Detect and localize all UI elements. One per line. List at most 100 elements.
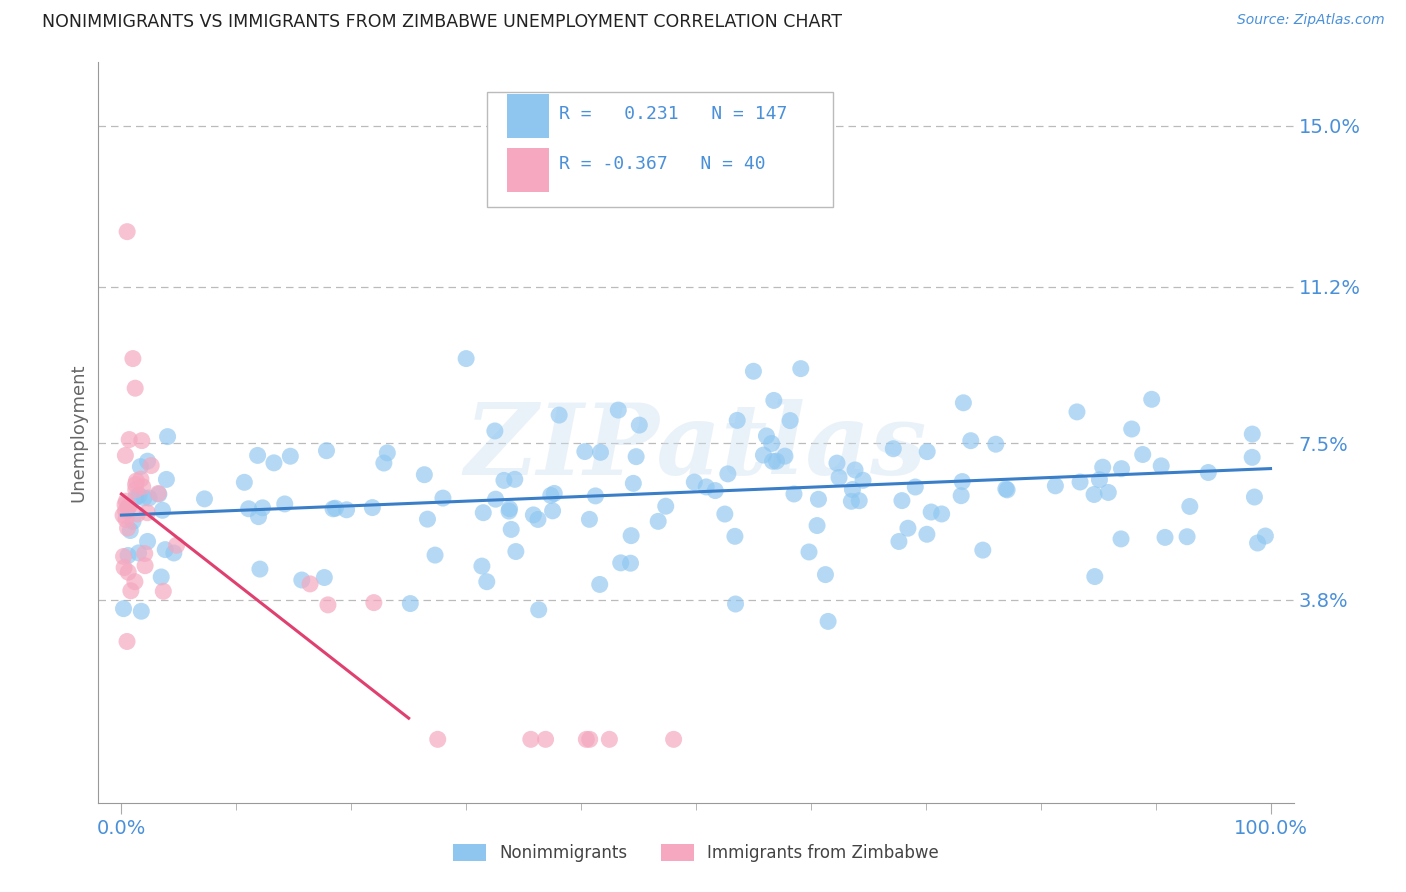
Point	[117, 549, 139, 563]
Point	[662, 732, 685, 747]
Point	[752, 448, 775, 462]
Point	[150, 570, 173, 584]
Point	[132, 480, 155, 494]
Point	[413, 467, 436, 482]
Point	[118, 433, 141, 447]
Point	[124, 381, 146, 395]
Point	[291, 573, 314, 587]
Point	[1083, 487, 1105, 501]
Point	[322, 501, 344, 516]
Point	[725, 413, 748, 427]
Point	[125, 474, 148, 488]
Point	[132, 491, 155, 505]
Point	[522, 508, 544, 522]
Point	[299, 577, 322, 591]
Point	[1109, 532, 1132, 546]
Point	[399, 597, 422, 611]
Point	[274, 497, 297, 511]
Point	[325, 501, 347, 516]
Point	[125, 491, 148, 505]
Point	[1097, 485, 1119, 500]
Point	[773, 449, 796, 463]
Point	[125, 483, 148, 497]
Point	[423, 548, 446, 562]
Point	[607, 403, 630, 417]
Point	[704, 483, 727, 498]
Point	[127, 507, 149, 521]
Point	[114, 449, 136, 463]
Point	[520, 732, 543, 747]
Point	[134, 547, 156, 561]
Point	[920, 505, 942, 519]
Point	[527, 603, 550, 617]
Point	[897, 521, 920, 535]
Point	[416, 512, 439, 526]
Text: R = -0.367   N = 40: R = -0.367 N = 40	[558, 155, 765, 173]
Point	[931, 507, 953, 521]
Point	[783, 487, 806, 501]
Point	[765, 454, 787, 468]
Point	[683, 475, 706, 489]
Point	[717, 467, 740, 481]
Point	[238, 501, 260, 516]
Point	[755, 429, 778, 443]
Point	[136, 454, 159, 468]
Point	[124, 477, 146, 491]
Point	[122, 515, 145, 529]
Point	[134, 558, 156, 573]
Point	[814, 567, 837, 582]
Point	[578, 732, 600, 747]
Point	[628, 418, 651, 433]
Point	[890, 493, 912, 508]
Point	[609, 556, 631, 570]
Point	[619, 556, 641, 570]
Point	[806, 518, 828, 533]
Point	[695, 480, 717, 494]
Point	[155, 472, 177, 486]
Point	[817, 615, 839, 629]
Point	[129, 459, 152, 474]
Point	[505, 544, 527, 558]
Point	[654, 500, 676, 514]
Point	[844, 463, 866, 477]
Point	[1246, 536, 1268, 550]
Point	[117, 565, 139, 579]
Point	[742, 364, 765, 378]
Point	[761, 454, 783, 468]
Point	[128, 546, 150, 560]
Point	[233, 475, 256, 490]
Point	[574, 444, 596, 458]
FancyBboxPatch shape	[508, 147, 548, 192]
Point	[112, 560, 135, 574]
Point	[166, 538, 188, 552]
Point	[624, 450, 647, 464]
Point	[426, 732, 449, 747]
Point	[1091, 460, 1114, 475]
Point	[117, 500, 139, 514]
Point	[904, 480, 927, 494]
Point	[112, 601, 135, 615]
Point	[1178, 500, 1201, 514]
Point	[373, 456, 395, 470]
Point	[848, 493, 870, 508]
Point	[131, 434, 153, 448]
Point	[314, 570, 336, 584]
Text: Source: ZipAtlas.com: Source: ZipAtlas.com	[1237, 13, 1385, 28]
Point	[1088, 473, 1111, 487]
Point	[621, 476, 644, 491]
Point	[112, 508, 135, 523]
Point	[498, 501, 520, 516]
Point	[120, 583, 142, 598]
Text: ZIPatlas: ZIPatlas	[465, 400, 927, 496]
Point	[589, 445, 612, 459]
Point	[995, 483, 1018, 497]
Point	[1069, 475, 1091, 489]
Point	[825, 456, 848, 470]
Point	[138, 491, 160, 505]
FancyBboxPatch shape	[486, 92, 834, 207]
Point	[263, 456, 285, 470]
Point	[456, 351, 478, 366]
Point	[984, 437, 1007, 451]
Point	[1241, 450, 1264, 465]
Point	[548, 408, 571, 422]
